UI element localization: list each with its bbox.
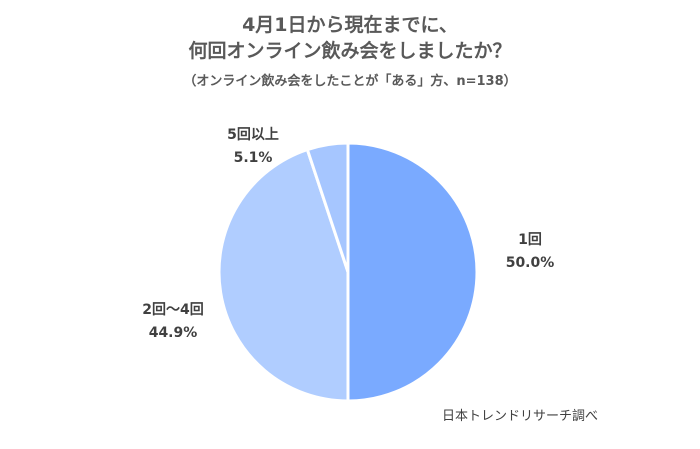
chart-subtitle: （オンライン飲み会をしたことが「ある」方、n=138） xyxy=(183,74,517,89)
slice-2-value: 44.9% xyxy=(148,325,198,341)
chart-title-line-2: 何回オンライン飲み会をしましたか？ xyxy=(188,40,512,62)
chart-title-line-1: 4月1日から現在までに、 xyxy=(242,14,458,36)
slice-1-category: 1回 xyxy=(518,232,542,248)
slice-label-2-4-kai: 2回～4回 44.9% xyxy=(118,299,228,345)
pie-slice-2 xyxy=(217,148,350,403)
pie-slice-1 xyxy=(346,141,479,403)
slice-3-category: 5回以上 xyxy=(227,127,279,143)
slice-label-5-kai-ijou: 5回以上 5.1% xyxy=(213,124,293,170)
pie-slice-3 xyxy=(305,141,350,274)
slice-3-value: 5.1% xyxy=(233,150,273,166)
slice-2-category: 2回～4回 xyxy=(142,302,204,318)
slice-label-1-kai: 1回 50.0% xyxy=(500,229,560,275)
source-note: 日本トレンドリサーチ調べ xyxy=(442,409,599,424)
slice-1-value: 50.0% xyxy=(505,255,555,271)
